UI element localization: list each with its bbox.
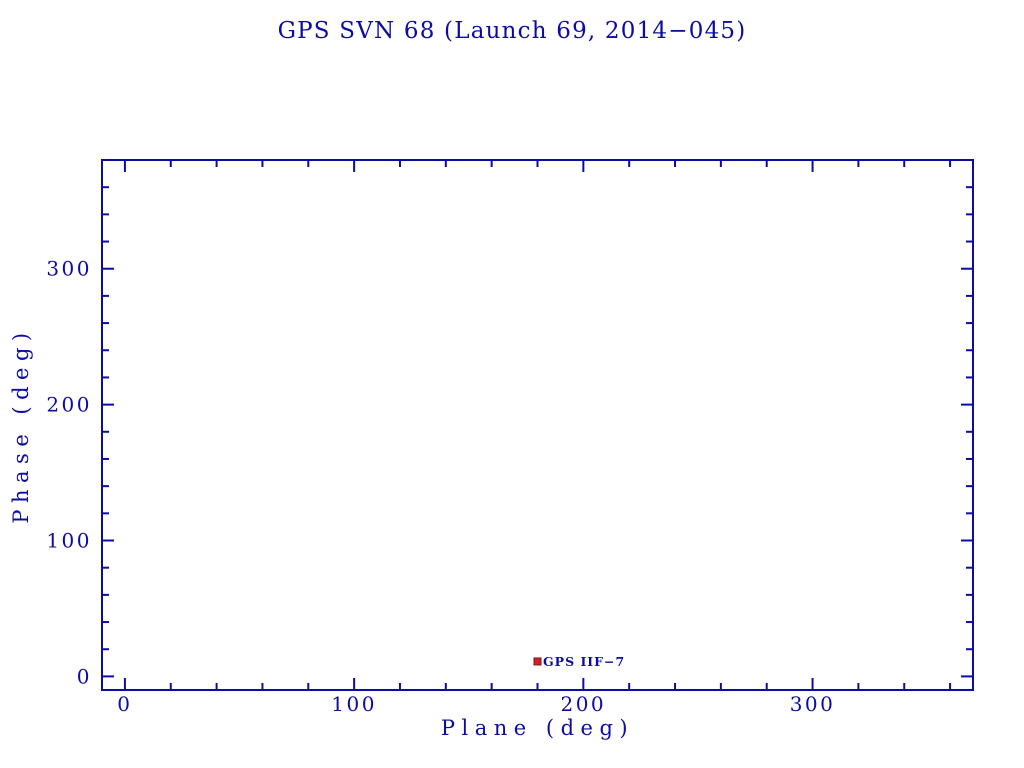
y-tick-label: 0	[77, 664, 92, 688]
chart-title: GPS SVN 68 (Launch 69, 2014−045)	[277, 18, 747, 44]
x-axis-label: Plane (deg)	[440, 716, 635, 740]
data-point-marker	[533, 657, 542, 666]
y-tick-label: 200	[46, 393, 92, 417]
y-tick-label: 300	[46, 257, 92, 281]
data-point-label: GPS IIF−7	[543, 654, 625, 669]
x-tick-label: 300	[790, 692, 836, 716]
x-tick-label: 200	[560, 692, 606, 716]
x-tick-label: 100	[331, 692, 377, 716]
y-axis-label: Phase (deg)	[9, 326, 33, 524]
y-tick-label: 100	[46, 529, 92, 553]
plot-border	[101, 159, 974, 691]
x-tick-label: 0	[117, 692, 132, 716]
